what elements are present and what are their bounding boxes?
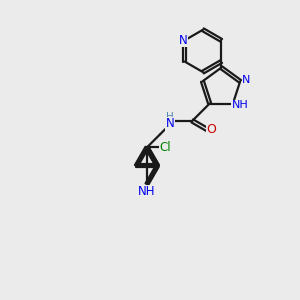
Text: NH: NH: [231, 100, 248, 110]
Text: H: H: [166, 112, 174, 122]
Text: N: N: [178, 34, 187, 47]
Text: Cl: Cl: [160, 141, 172, 154]
Text: NH: NH: [138, 185, 156, 198]
Text: O: O: [206, 123, 216, 136]
Text: N: N: [166, 117, 174, 130]
Text: N: N: [242, 75, 250, 85]
